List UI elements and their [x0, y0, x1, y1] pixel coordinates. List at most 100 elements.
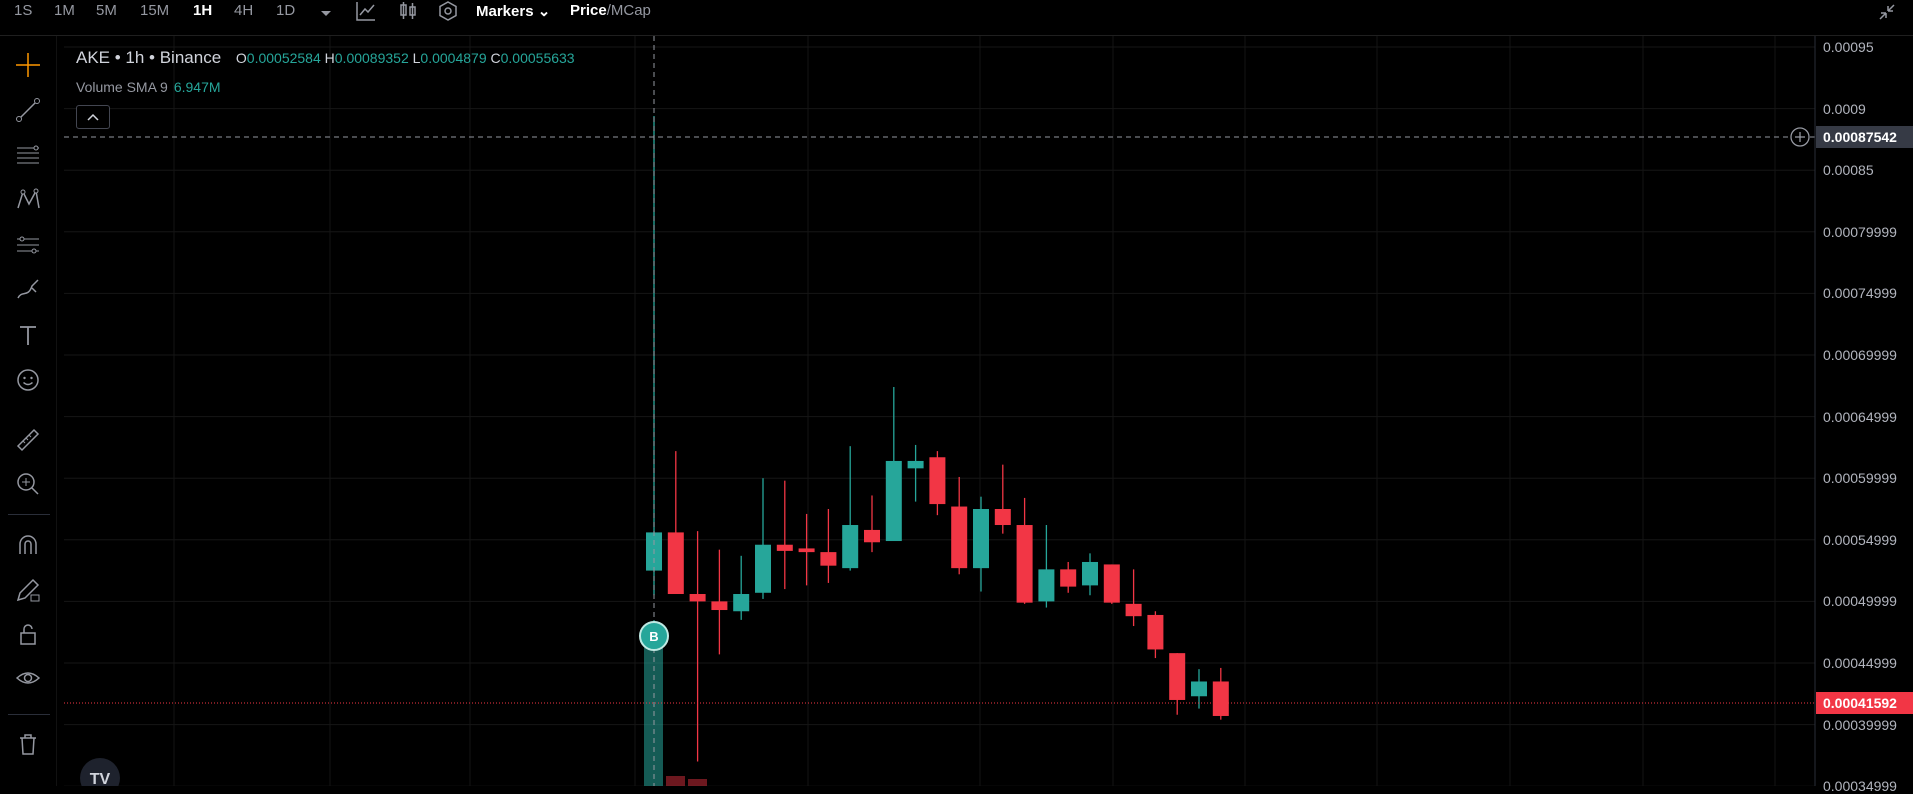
- settings-hexagon-icon[interactable]: [437, 0, 459, 22]
- candle-body: [776, 544, 793, 551]
- candle: [1082, 553, 1098, 596]
- timeframe-5m[interactable]: 5M: [96, 2, 117, 19]
- candle: [667, 451, 684, 595]
- candle-body: [1082, 561, 1098, 586]
- price-tick-label: 0.00085: [1823, 162, 1874, 179]
- timeframe-1s[interactable]: 1S: [14, 2, 33, 19]
- candle-body: [798, 548, 815, 553]
- low-label: L: [412, 50, 421, 66]
- projection-tool-icon[interactable]: [14, 231, 42, 259]
- volume-bar: [666, 776, 685, 786]
- candle-body: [1016, 525, 1033, 603]
- volume-legend[interactable]: Volume SMA 9 6.947M: [76, 79, 221, 95]
- close-value: 0.00055633: [500, 50, 575, 66]
- collapse-fullscreen-icon[interactable]: [1877, 2, 1899, 24]
- candle: [1191, 669, 1207, 709]
- trash-icon[interactable]: [14, 730, 42, 758]
- candle-body: [864, 529, 880, 543]
- zoom-in-icon[interactable]: [14, 470, 42, 498]
- candles: [646, 115, 1229, 762]
- candle: [755, 478, 771, 599]
- candle: [885, 387, 902, 542]
- brush-icon[interactable]: [14, 276, 42, 304]
- volume-label: Volume SMA 9: [76, 79, 168, 95]
- candle-body: [842, 525, 859, 569]
- fib-retracement-icon[interactable]: [14, 141, 42, 169]
- candle-body: [1038, 569, 1055, 602]
- low-value: 0.0004879: [420, 50, 487, 66]
- ruler-icon[interactable]: [14, 426, 42, 454]
- add-alert-icon[interactable]: [1790, 127, 1810, 147]
- candle-body: [1103, 564, 1120, 603]
- markers-dropdown[interactable]: Markers ⌄: [476, 2, 550, 20]
- price-tick-label: 0.0009: [1823, 100, 1866, 117]
- candle: [907, 444, 924, 502]
- timeframe-1d[interactable]: 1D: [276, 2, 296, 19]
- close-label: C: [490, 50, 501, 66]
- candle: [1147, 611, 1164, 659]
- candle: [1016, 497, 1033, 604]
- markers-label: Markers: [476, 3, 534, 20]
- candle: [1103, 564, 1120, 604]
- lock-drawing-icon[interactable]: [14, 576, 42, 604]
- unlock-icon[interactable]: [14, 620, 42, 648]
- emoji-icon[interactable]: [14, 366, 42, 394]
- candle-body: [994, 509, 1011, 526]
- svg-text:TV: TV: [90, 771, 111, 786]
- price-option[interactable]: Price: [570, 2, 607, 19]
- timeframe-1m[interactable]: 1M: [54, 2, 75, 19]
- symbol-label[interactable]: AKE • 1h • Binance: [76, 48, 222, 67]
- candle-body: [689, 594, 706, 602]
- price-tick-label: 0.00059999: [1823, 470, 1897, 487]
- eye-icon[interactable]: [14, 664, 42, 692]
- candle-body: [711, 601, 728, 611]
- last-price-label: 0.00041592: [1816, 692, 1913, 714]
- drawing-toolbar: [0, 36, 57, 786]
- chart-legend: AKE • 1h • Binance O0.00052584 H0.000893…: [76, 48, 575, 68]
- price-mcap-toggle[interactable]: Price/MCap: [570, 2, 651, 19]
- crosshair-price-label: 0.00087542: [1816, 126, 1913, 148]
- open-label: O: [235, 50, 247, 66]
- timeframe-1h[interactable]: 1H: [193, 2, 213, 19]
- price-tick-label: 0.00064999: [1823, 408, 1897, 425]
- volume-value: 6.947M: [173, 79, 221, 95]
- mcap-option[interactable]: MCap: [610, 2, 651, 19]
- candle: [1169, 653, 1186, 715]
- candle-body: [1169, 653, 1186, 700]
- candle: [711, 549, 728, 655]
- candle-body: [733, 594, 750, 612]
- price-mcap-separator: /: [606, 2, 611, 19]
- price-tick-label: 0.00034999: [1823, 778, 1897, 794]
- chevron-up-icon: [87, 113, 99, 121]
- candle: [689, 531, 706, 762]
- price-tick-label: 0.00054999: [1823, 531, 1897, 548]
- magnet-icon[interactable]: [14, 532, 42, 560]
- trend-line-icon[interactable]: [14, 96, 42, 124]
- pattern-tool-icon[interactable]: [14, 186, 42, 214]
- timeframe-dropdown-icon[interactable]: [316, 4, 338, 26]
- candle: [1060, 561, 1077, 593]
- price-tick-label: 0.00049999: [1823, 593, 1897, 610]
- price-tick-label: 0.00095: [1823, 39, 1874, 55]
- collapse-legend-button[interactable]: [76, 105, 110, 129]
- text-tool-icon[interactable]: [14, 321, 42, 349]
- price-tick-label: 0.00074999: [1823, 285, 1897, 302]
- candle-body: [973, 509, 989, 569]
- candle-body: [951, 506, 968, 569]
- candle-style-icon[interactable]: [397, 0, 419, 22]
- candle-body: [885, 460, 902, 542]
- candle: [929, 451, 946, 516]
- candle-body: [1212, 681, 1229, 716]
- indicators-icon[interactable]: [355, 0, 377, 22]
- markers-chevron-icon: ⌄: [537, 3, 551, 20]
- timeframe-15m[interactable]: 15M: [140, 2, 170, 19]
- chart-grid: [64, 36, 1815, 786]
- high-label: H: [324, 50, 335, 66]
- buy-marker[interactable]: B: [639, 620, 669, 651]
- candle-body: [1191, 681, 1207, 697]
- timeframe-4h[interactable]: 4H: [234, 2, 254, 19]
- candle: [994, 464, 1011, 534]
- price-tick-label: 0.00069999: [1823, 347, 1897, 363]
- crosshair-icon[interactable]: [14, 51, 42, 79]
